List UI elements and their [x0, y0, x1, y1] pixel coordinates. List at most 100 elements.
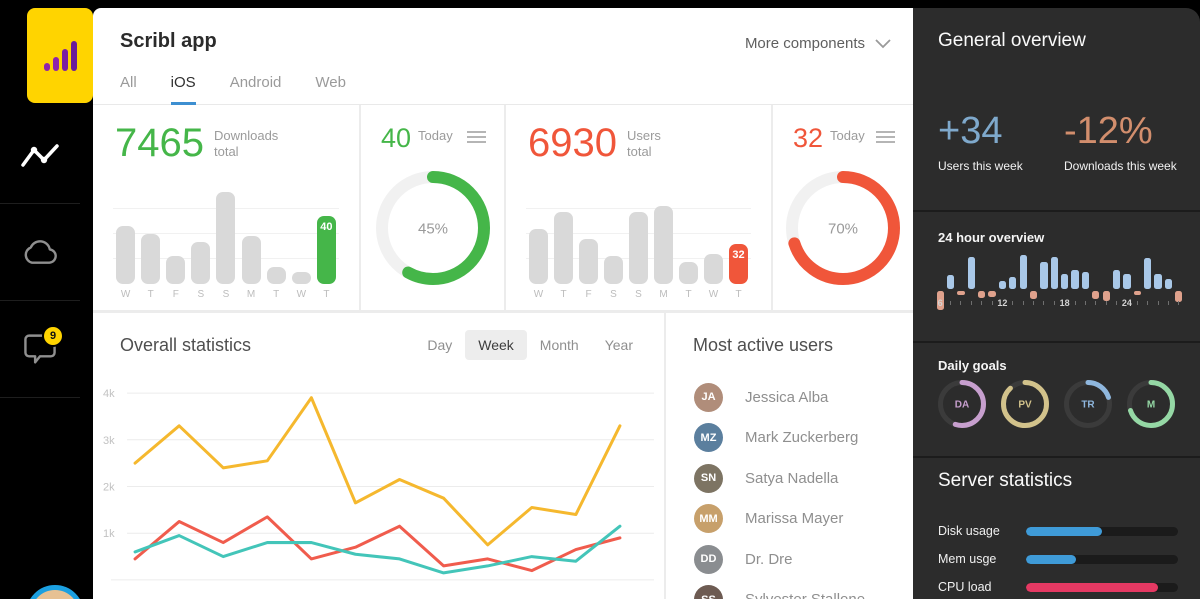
hour-bar-column [1008, 250, 1018, 316]
bar-column [601, 184, 626, 284]
axis-tick [977, 296, 987, 310]
main-content: Scribl app More components All iOS Android… [93, 8, 913, 599]
bar-column [138, 184, 163, 284]
day-label: S [610, 289, 617, 300]
bar [216, 192, 236, 284]
more-components-dropdown[interactable]: More components [745, 35, 891, 52]
user-list-item[interactable]: JA Jessica Alba [694, 377, 903, 418]
user-avatar: JA [694, 382, 723, 412]
bar-column [289, 184, 314, 284]
bar [529, 229, 548, 284]
goal-ring-da: DA [938, 380, 986, 428]
user-list-item[interactable]: MM Marissa Mayer [694, 499, 903, 540]
hour-bar [1092, 291, 1100, 299]
users-week-stat: +34 Users this week [938, 110, 1023, 173]
range-tab-year[interactable]: Year [604, 337, 633, 353]
server-stat-row: Disk usage [938, 524, 1178, 538]
user-list-item[interactable]: SS Sylvester Stallone [694, 580, 903, 599]
app-logo[interactable] [27, 8, 93, 103]
user-name: Mark Zuckerberg [745, 429, 859, 447]
axis-tick [1132, 296, 1142, 310]
page-title: Scribl app [120, 30, 217, 52]
sidebar-item-messages[interactable]: 9 [0, 301, 80, 398]
hour-bar [1019, 255, 1027, 289]
sidebar-item-cloud[interactable] [0, 204, 80, 301]
axis-tick: 24 [1122, 296, 1132, 310]
bar-column [576, 184, 601, 284]
hour-bar [936, 291, 944, 310]
tick-mark [950, 301, 952, 305]
hour-bar [978, 291, 986, 298]
tab-web[interactable]: Web [315, 74, 346, 91]
menu-icon[interactable] [467, 131, 486, 146]
tab-android[interactable]: Android [229, 74, 282, 91]
range-tab-month[interactable]: Month [539, 337, 579, 353]
hour-bar-column [1060, 250, 1070, 316]
bar-column: 40 [314, 184, 339, 284]
hour-bar-column [997, 250, 1007, 316]
hour-bar [1154, 273, 1162, 289]
hour-bar-column [1018, 250, 1028, 316]
server-stat-fill [1026, 554, 1077, 564]
axis-tick [966, 296, 976, 310]
hour-bar [1164, 278, 1173, 289]
user-list-item[interactable]: SN Satya Nadella [694, 458, 903, 499]
hour-bar-column [1039, 250, 1049, 316]
axis-tick [1039, 296, 1049, 310]
range-tab-week[interactable]: Week [465, 330, 527, 360]
day-label: W [533, 289, 544, 300]
bar [679, 262, 698, 284]
day-label: F [172, 289, 179, 300]
sidebar-item-statistics[interactable] [0, 107, 80, 204]
day-label: T [560, 289, 567, 300]
tick-mark [970, 301, 972, 305]
tick-mark [1095, 301, 1097, 305]
tick-mark [991, 301, 993, 305]
day-label: T [735, 289, 742, 300]
hour-bar [1061, 273, 1069, 289]
day-label: W [296, 289, 307, 300]
goal-ring-pv: PV [1001, 380, 1049, 428]
svg-text:4k: 4k [103, 388, 115, 400]
overall-statistics-line-chart: 1k 2k 3k 4k [101, 371, 658, 597]
tick-mark [1022, 301, 1024, 305]
user-avatar: MZ [694, 423, 723, 453]
bar [554, 212, 573, 284]
axis-tick [1143, 296, 1153, 310]
hour-bar-column [1080, 250, 1090, 316]
menu-icon[interactable] [876, 131, 895, 146]
day-label: F [585, 289, 592, 300]
bar-column [676, 184, 701, 284]
day-label: T [147, 289, 154, 300]
bar-column [526, 184, 551, 284]
tab-all[interactable]: All [120, 74, 137, 91]
day-label: M [659, 289, 668, 300]
server-stat-label: Mem usge [938, 552, 997, 566]
axis-tick [1080, 296, 1090, 310]
bar [704, 254, 723, 284]
user-name: Satya Nadella [745, 469, 839, 487]
user-list-item[interactable]: MZ Mark Zuckerberg [694, 418, 903, 459]
bar [604, 256, 623, 284]
bars-track: 40 [113, 184, 339, 284]
general-overview-panel: General overview +34 Users this week -12… [913, 8, 1200, 599]
hour-bar [1050, 256, 1058, 289]
tick-mark [1012, 301, 1014, 305]
stat-cards-row: 7465 Downloads total 40 W T F S S M T W T 40 Toda… [93, 105, 913, 313]
axis-tick [1101, 296, 1111, 310]
tab-ios[interactable]: iOS [170, 74, 196, 105]
hour-bar-column [935, 250, 945, 316]
line-series-series-teal [133, 524, 622, 575]
range-tab-day[interactable]: Day [427, 337, 453, 353]
day-label: T [273, 289, 280, 300]
user-list-item[interactable]: DD Dr. Dre [694, 539, 903, 580]
server-stat-label: CPU load [938, 580, 992, 594]
bar [191, 242, 211, 284]
divider [913, 210, 1200, 212]
sidebar-user-avatar[interactable] [26, 585, 84, 599]
users-donut-chart: 70% [786, 171, 900, 290]
axis-tick [1111, 296, 1121, 310]
hour-bar [1123, 273, 1131, 289]
